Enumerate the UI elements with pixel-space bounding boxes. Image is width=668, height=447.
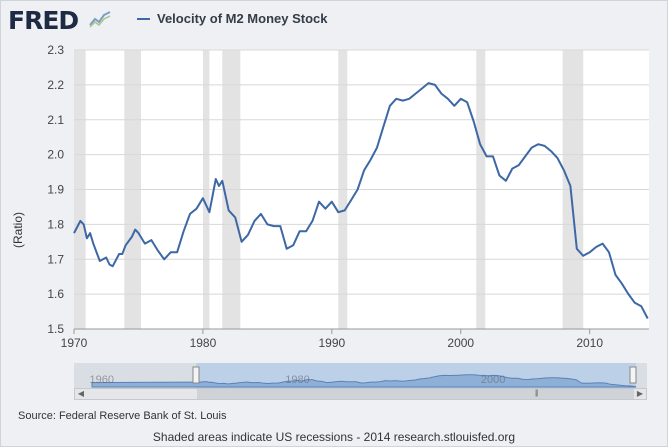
y-tick-label: 1.6 [47, 287, 64, 301]
y-axis-ticks: 1.5 1.6 1.7 1.8 1.9 2.0 2.1 2.2 2.3 [47, 43, 64, 336]
scroll-right-button[interactable]: ▶ [634, 389, 646, 399]
chart-legend[interactable]: Velocity of M2 Money Stock [137, 11, 328, 26]
navigator-labels: 1960 1980 2000 [90, 374, 506, 386]
grid-lines [74, 49, 649, 330]
fred-logo[interactable]: FRED [8, 6, 79, 35]
x-tick-label: 2000 [447, 336, 474, 350]
series-line[interactable] [73, 82, 649, 319]
recession-note: Shaded areas indicate US recessions - 20… [152, 430, 516, 444]
legend-label: Velocity of M2 Money Stock [157, 11, 328, 26]
navigator-scrollbar[interactable]: ◀ ||| ▶ [74, 388, 647, 400]
scroll-grip-icon: ||| [535, 390, 539, 397]
x-tick-label: 1970 [61, 336, 88, 350]
navigator-year-label: 2000 [481, 374, 505, 386]
y-tick-label: 1.9 [47, 183, 64, 197]
x-tick-label: 2010 [576, 336, 603, 350]
navigator-left-handle[interactable] [192, 366, 200, 384]
y-tick-label: 1.7 [47, 252, 64, 266]
y-tick-label: 2.2 [47, 78, 64, 92]
y-axis-label: (Ratio) [11, 212, 25, 248]
fred-graph-icon [89, 10, 111, 28]
navigator-year-label: 1960 [90, 374, 114, 386]
source-note: Source: Federal Reserve Bank of St. Loui… [18, 410, 227, 422]
scroll-thumb[interactable]: ||| [197, 389, 637, 399]
chart-header: FRED Velocity of M2 Money Stock [0, 0, 668, 40]
y-tick-label: 2.1 [47, 113, 64, 127]
scroll-left-button[interactable]: ◀ [75, 389, 87, 399]
y-tick-label: 2.3 [47, 43, 64, 57]
navigator-area [91, 374, 637, 388]
x-axis-ticks: 1970 1980 1990 2000 2010 [61, 328, 649, 350]
navigator-year-label: 1980 [285, 374, 309, 386]
y-tick-label: 1.8 [47, 217, 64, 231]
y-tick-label: 2.0 [47, 148, 64, 162]
navigator-right-handle[interactable] [629, 366, 637, 384]
navigator[interactable]: 1960 1980 2000 [74, 363, 647, 388]
y-tick-label: 1.5 [47, 322, 64, 336]
main-chart[interactable]: 1.5 1.6 1.7 1.8 1.9 2.0 2.1 2.2 2.3 1970 1980 1990… [0, 40, 668, 358]
x-tick-label: 1980 [190, 336, 217, 350]
legend-swatch [137, 17, 150, 20]
x-tick-label: 1990 [318, 336, 345, 350]
